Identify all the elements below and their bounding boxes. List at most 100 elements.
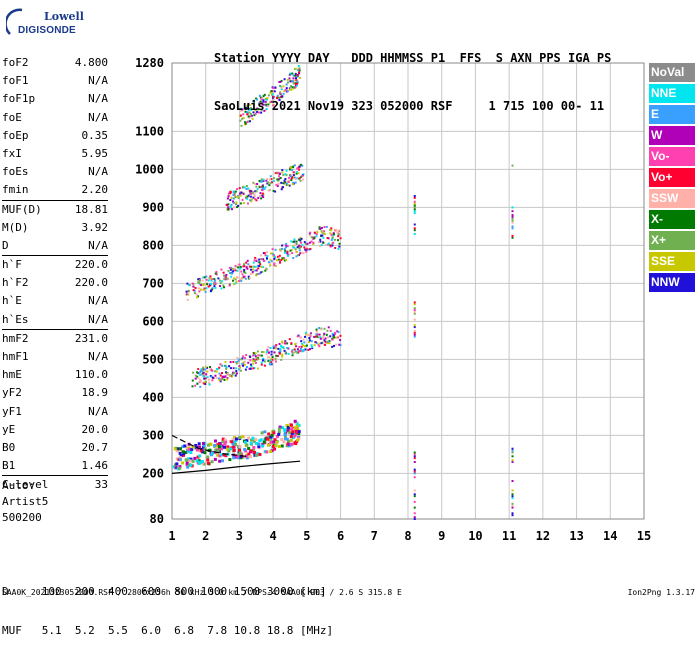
echo-point bbox=[288, 77, 291, 80]
param-label: B0 bbox=[2, 440, 16, 454]
echo-point bbox=[233, 440, 237, 444]
echo-point bbox=[283, 257, 286, 260]
echo-point bbox=[230, 275, 233, 278]
echo-point bbox=[206, 366, 209, 369]
echo-point bbox=[272, 189, 275, 192]
echo-point bbox=[199, 279, 202, 282]
echo-point bbox=[277, 347, 280, 350]
echo-point bbox=[233, 283, 236, 286]
echo-point bbox=[215, 270, 218, 273]
echo-point bbox=[239, 369, 242, 372]
echo-point bbox=[188, 447, 192, 451]
echo-point bbox=[241, 357, 244, 360]
echo-point bbox=[198, 278, 201, 281]
param-label: hmE bbox=[2, 368, 22, 382]
echo-point bbox=[229, 447, 233, 451]
echo-point bbox=[243, 270, 246, 273]
echo-point bbox=[287, 179, 290, 182]
echo-point bbox=[294, 74, 297, 77]
legend-item: X+ bbox=[649, 231, 695, 250]
param-label: foF1 bbox=[2, 74, 29, 88]
echo-point bbox=[242, 202, 245, 205]
echo-point bbox=[235, 361, 238, 364]
echo-point bbox=[295, 342, 298, 345]
echo-point bbox=[256, 264, 259, 267]
echo-point bbox=[333, 238, 336, 241]
echo-point bbox=[266, 250, 269, 253]
echo-point bbox=[206, 458, 210, 462]
echo-point bbox=[337, 239, 340, 242]
echo-point bbox=[198, 454, 202, 458]
echo-point bbox=[284, 251, 287, 254]
echo-point bbox=[263, 360, 266, 363]
interference-pixel bbox=[413, 195, 416, 197]
echo-point bbox=[265, 450, 269, 454]
echo-point bbox=[202, 283, 205, 286]
echo-point bbox=[228, 271, 231, 274]
echo-point bbox=[292, 240, 295, 243]
echo-point bbox=[289, 175, 292, 178]
echo-point bbox=[283, 433, 287, 437]
echo-point bbox=[232, 371, 235, 374]
echo-point bbox=[272, 254, 275, 257]
echo-point bbox=[326, 236, 329, 239]
echo-point bbox=[249, 359, 252, 362]
echo-point bbox=[289, 166, 292, 169]
echo-point bbox=[274, 86, 277, 89]
echo-point bbox=[245, 438, 249, 442]
echo-point bbox=[199, 288, 202, 291]
echo-point bbox=[203, 382, 206, 385]
echo-point bbox=[252, 362, 255, 365]
echo-point bbox=[313, 344, 316, 347]
echo-point bbox=[280, 437, 284, 441]
echo-point bbox=[199, 378, 202, 381]
echo-point bbox=[268, 101, 271, 104]
echo-point bbox=[279, 350, 282, 353]
echo-point bbox=[339, 334, 342, 337]
echo-point bbox=[297, 432, 301, 436]
echo-point bbox=[259, 271, 262, 274]
echo-point bbox=[259, 96, 262, 99]
echo-point bbox=[238, 445, 242, 449]
echo-point bbox=[255, 185, 258, 188]
echo-point bbox=[218, 379, 221, 382]
echo-point bbox=[277, 172, 280, 175]
echo-point bbox=[194, 384, 197, 387]
echo-point bbox=[290, 88, 293, 91]
echo-point bbox=[206, 455, 210, 459]
echo-point bbox=[254, 361, 257, 364]
echo-point bbox=[339, 237, 342, 240]
echo-point bbox=[235, 370, 238, 373]
echo-point bbox=[207, 285, 210, 288]
echo-point bbox=[314, 341, 317, 344]
echo-point bbox=[278, 256, 281, 259]
echo-point bbox=[288, 87, 291, 90]
echo-point bbox=[204, 383, 207, 386]
echo-point bbox=[293, 351, 296, 354]
echo-point bbox=[187, 289, 190, 292]
echo-point bbox=[261, 97, 264, 100]
param-row: hmE 110.0 bbox=[2, 366, 108, 384]
echo-point bbox=[173, 447, 177, 451]
echo-point bbox=[217, 277, 220, 280]
echo-point bbox=[271, 356, 274, 359]
echo-point bbox=[303, 246, 306, 249]
echo-point bbox=[253, 354, 256, 357]
interference-pixel bbox=[413, 329, 416, 332]
echo-point bbox=[193, 456, 197, 460]
echo-point bbox=[263, 93, 266, 96]
plot-frame bbox=[171, 62, 645, 520]
echo-point bbox=[227, 208, 230, 211]
echo-point bbox=[258, 102, 261, 105]
echo-point bbox=[230, 208, 233, 211]
echo-point bbox=[220, 453, 224, 457]
param-value: 5.95 bbox=[81, 146, 109, 160]
echo-point bbox=[319, 227, 322, 230]
echo-point bbox=[218, 367, 221, 370]
param-value: N/A bbox=[88, 350, 108, 363]
echo-point bbox=[203, 377, 206, 380]
logo-digisonde: DIGISONDE bbox=[18, 25, 76, 36]
echo-point bbox=[236, 269, 239, 272]
echo-point bbox=[281, 355, 284, 358]
echo-point bbox=[323, 343, 326, 346]
